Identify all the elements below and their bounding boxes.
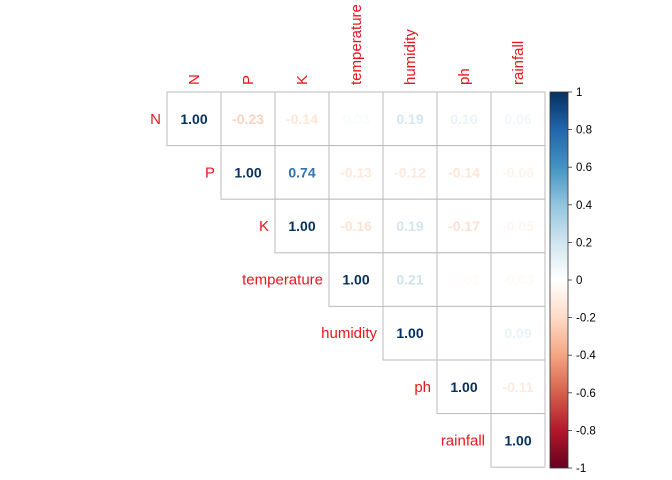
cell-value: 0.74 [288, 164, 315, 180]
cell-value: 0.09 [504, 325, 531, 341]
heatmap-cell [436, 359, 492, 415]
colorbar-tick-label: -0.2 [576, 313, 596, 325]
heatmap-cell [274, 198, 330, 254]
cell-value: 1.00 [504, 432, 531, 448]
heatmap-cell [382, 198, 438, 254]
row-label: humidity [321, 325, 377, 342]
cell-value: -0.13 [340, 164, 372, 180]
colorbar-tick-label: -0.4 [576, 350, 596, 362]
cell-value: -0.23 [232, 111, 264, 127]
colorbar-tick-label: -0.8 [576, 425, 596, 437]
row-label: ph [414, 379, 431, 396]
colorbar-tick-label: 0.4 [576, 200, 593, 212]
colorbar-tick-label: 0.8 [576, 125, 592, 137]
heatmap-cell [436, 91, 492, 147]
heatmap-cells: 1.00 -0.23 -0.14 0.03 0.19 0.10 0.06 1.00 0.74 -0… [166, 91, 546, 468]
cell-value: 1.00 [288, 218, 315, 234]
cell-value: 0.21 [396, 272, 423, 288]
row-label: temperature [242, 272, 323, 289]
heatmap-cell [436, 305, 492, 361]
heatmap-cell [220, 91, 276, 147]
colorbar-tick-label: -0.6 [576, 388, 596, 400]
cell-value: -0.16 [340, 218, 372, 234]
cell-value: 0.10 [450, 111, 477, 127]
cell-value: 1.00 [234, 164, 261, 180]
heatmap-cell [490, 252, 546, 307]
heatmap-cell [436, 145, 492, 200]
cell-value: -0.14 [286, 111, 318, 127]
cell-value: -0.14 [448, 164, 480, 180]
row-label: N [150, 111, 161, 128]
heatmap-cell [274, 91, 330, 147]
cell-value: 0.19 [396, 111, 423, 127]
cell-value: 0.03 [342, 111, 369, 127]
cell-value: -0.06 [502, 164, 534, 180]
column-label: rainfall [510, 41, 527, 85]
column-label: P [240, 75, 257, 85]
heatmap-cell [382, 305, 438, 361]
heatmap-cell [436, 198, 492, 254]
cell-value: -0.11 [502, 379, 533, 395]
column-label: N [186, 74, 203, 85]
cell-value: -0.17 [448, 218, 480, 234]
row-label: rainfall [441, 432, 485, 449]
cell-value: 1.00 [180, 111, 207, 127]
heatmap-cell [328, 145, 384, 200]
heatmap-cell [382, 252, 438, 307]
column-label: ph [456, 68, 473, 85]
column-label: humidity [402, 29, 419, 85]
colorbar-tick-label: 0.6 [576, 162, 592, 174]
column-label: K [294, 75, 311, 85]
heatmap-cell [490, 359, 546, 415]
heatmap-cell [490, 413, 546, 468]
cell-value: -0.05 [502, 218, 534, 234]
cell-value: -0.02 [448, 272, 480, 288]
column-label: temperature [348, 4, 365, 85]
cell-value: 1.00 [450, 379, 477, 395]
color-legend: 1 0.8 0.6 0.4 0.2 0 -0.2 -0.4 -0.6 -0.8 -1 [549, 87, 596, 475]
heatmap-cell [220, 145, 276, 200]
cell-value: 0.19 [396, 218, 423, 234]
cell-value: 1.00 [396, 325, 423, 341]
heatmap-cell [490, 198, 546, 254]
heatmap-cell [166, 91, 222, 147]
heatmap-cell [490, 305, 546, 361]
colorbar-tick-label: 0 [576, 275, 582, 287]
colorbar-tick-label: 0.2 [576, 237, 592, 249]
cell-value: 0.06 [504, 111, 531, 127]
heatmap-cell [328, 252, 384, 307]
colorbar-tick-label: -1 [576, 463, 586, 475]
colorbar-tick-label: 1 [576, 87, 582, 99]
row-label: P [205, 164, 215, 181]
heatmap-cell [436, 252, 492, 307]
cell-value: -0.03 [502, 272, 534, 288]
colorbar-gradient [549, 91, 569, 469]
cell-value: -0.12 [394, 164, 426, 180]
cell-value: 1.00 [342, 272, 369, 288]
row-label: K [259, 218, 269, 235]
